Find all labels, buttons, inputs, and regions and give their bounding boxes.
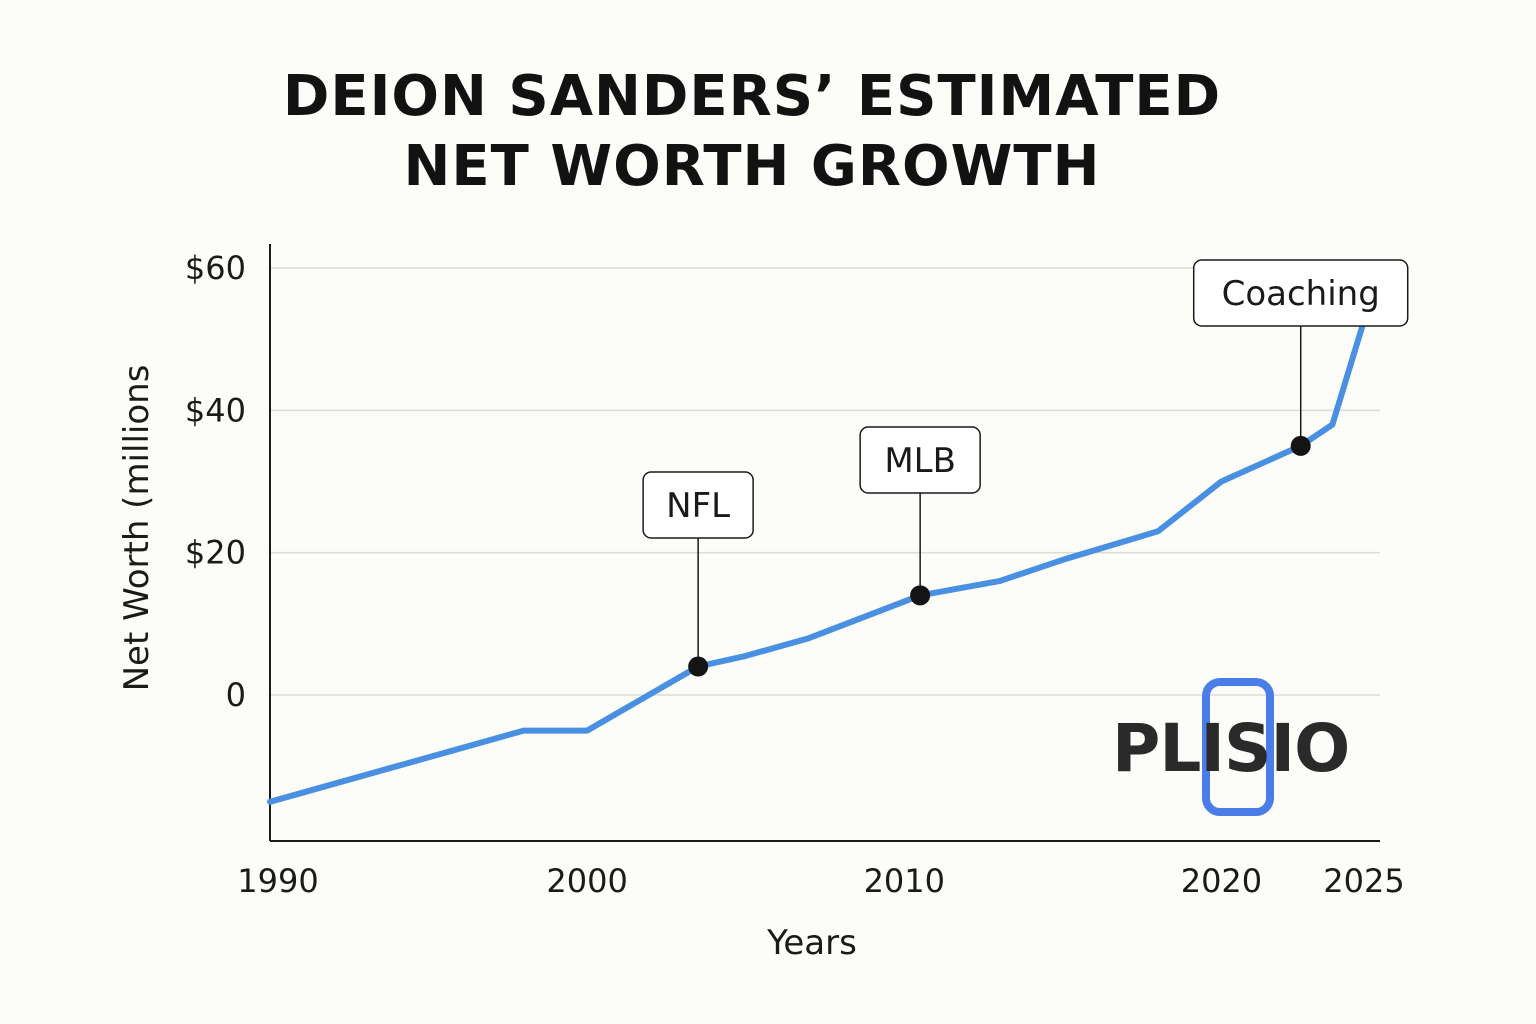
callout-nfl: NFL (642, 471, 754, 677)
y-tick-labels: 0 $20 $40 $60 (185, 249, 246, 714)
x-tick-label: 2000 (546, 862, 627, 900)
callout-mlb: MLB (859, 426, 981, 606)
callout-label: MLB (884, 441, 956, 481)
x-tick-label: 2020 (1181, 862, 1262, 900)
callout-point (1290, 435, 1311, 456)
axes (269, 244, 1380, 842)
y-tick-label: 0 (226, 676, 246, 714)
callout-box (1192, 259, 1409, 327)
y-tick-label: $60 (185, 249, 246, 287)
plisio-logo: PLISIO (1112, 676, 1352, 824)
chart-title-line-1: DEION SANDERS’ ESTIMATED (282, 64, 1222, 129)
callout-label: Coaching (1222, 274, 1380, 314)
y-tick-label: $20 (185, 534, 246, 572)
logo-text: PLISIO (1112, 710, 1350, 787)
callout-coaching: Coaching (1192, 259, 1409, 456)
x-axis-label: Years (766, 923, 857, 963)
y-tick-label: $40 (185, 391, 246, 429)
callouts: NFL MLB Coaching (642, 259, 1409, 677)
callout-point (910, 585, 931, 606)
logo-ring (1202, 678, 1274, 816)
callout-box (859, 426, 981, 494)
callout-label: NFL (666, 486, 730, 526)
x-tick-label: 1990 (237, 862, 318, 900)
x-tick-labels: 1990 2000 2010 2020 2025 (237, 862, 1404, 900)
x-tick-label: 2025 (1323, 862, 1404, 900)
chart-title: DEION SANDERS’ ESTIMATED NET WORTH GROWT… (0, 62, 1504, 202)
y-axis-label: Net Worth (millions (117, 365, 157, 692)
callout-box (642, 471, 754, 539)
chart-title-line-2: NET WORTH GROWTH (403, 134, 1101, 199)
x-tick-label: 2010 (864, 862, 945, 900)
callout-point (688, 656, 709, 677)
